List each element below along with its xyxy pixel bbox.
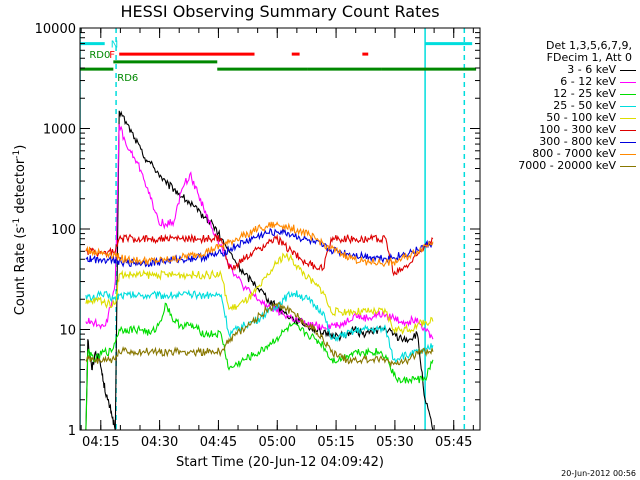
x-tick-label: 04:30 (141, 435, 178, 450)
legend-swatch (620, 93, 636, 95)
status-label-rd0: RD0 (89, 50, 110, 61)
y-axis-label-sup1: -1 (12, 218, 22, 227)
legend-swatch (620, 129, 636, 131)
plot-frame (79, 27, 481, 431)
legend-swatch (620, 165, 636, 167)
y-axis-label-mid: detector (13, 158, 28, 218)
legend-entry-label: 6 - 12 keV (560, 75, 616, 88)
legend-header-line-1: Det 1,3,5,6,7,9, (545, 39, 632, 52)
x-tick-label: 05:30 (376, 435, 413, 450)
legend-rows: 3 - 6 keV 6 - 12 keV 12 - 25 keV 25 - 50 ke… (500, 64, 638, 172)
legend-swatch (620, 69, 636, 71)
legend: Det 1,3,5,6,7,9, FDecim 1, Att 0 3 - 6 k… (500, 40, 638, 172)
x-tick-label: 05:15 (317, 435, 354, 450)
y-axis-label-main: Count Rate (s (13, 227, 28, 316)
legend-entry-label: 25 - 50 keV (553, 99, 616, 112)
legend-header-line-2: FDecim 1, Att 0 (546, 51, 632, 64)
legend-entry-label: 3 - 6 keV (567, 63, 616, 76)
legend-entry-label: 100 - 300 keV (539, 123, 616, 136)
legend-entry: 800 - 7000 keV (500, 148, 638, 160)
x-axis-label: Start Time (20-Jun-12 04:09:42) (176, 455, 384, 470)
series-line-7000-20000-kev (85, 301, 434, 368)
legend-entry: 6 - 12 keV (500, 76, 638, 88)
y-tick-label: 10 (59, 324, 76, 339)
footer-timestamp: 20-Jun-2012 00:56 (561, 469, 636, 478)
legend-swatch (620, 141, 636, 143)
x-tick-label: 04:15 (82, 435, 119, 450)
y-axis-label-sup2: -1 (12, 150, 22, 159)
y-tick-label: 10000 (35, 22, 76, 37)
y-tick-label: 1 (68, 424, 76, 439)
legend-entry-label: 800 - 7000 keV (532, 147, 616, 160)
chart-title: HESSI Observing Summary Count Rates (120, 2, 439, 21)
y-tick-label: 1000 (43, 123, 76, 138)
legend-entry-label: 7000 - 20000 keV (518, 159, 616, 172)
y-axis-label: Count Rate (s-1 detector-1) (12, 145, 28, 316)
series-line-6-12-kev (85, 124, 434, 340)
legend-entry-label: 50 - 100 keV (546, 111, 616, 124)
plot-clip-group (80, 28, 477, 430)
legend-entry: 300 - 800 keV (500, 136, 638, 148)
series-line-12-25-kev (85, 302, 434, 430)
x-tick-label: 05:45 (435, 435, 472, 450)
status-label-n: N (111, 40, 118, 51)
y-tick-label: 100 (51, 223, 76, 238)
series-line-25-50-kev (85, 289, 434, 364)
legend-entry: 7000 - 20000 keV (500, 160, 638, 172)
legend-entry: 100 - 300 keV (500, 124, 638, 136)
x-tick-label: 04:45 (200, 435, 237, 450)
legend-entry: 25 - 50 keV (500, 100, 638, 112)
series-line-3-6-kev (85, 110, 434, 430)
axes: 1 10 100 1000 10000 04:15 04:30 04:45 05:00 05:15… (35, 22, 481, 450)
series-line-800-7000-kev (85, 221, 434, 268)
legend-swatch (620, 117, 636, 119)
legend-entry-label: 300 - 800 keV (539, 135, 616, 148)
status-label-rd6: RD6 (117, 73, 138, 84)
x-tick-label: 05:00 (259, 435, 296, 450)
y-axis-label-end: ) (13, 145, 28, 150)
series-line-300-800-kev (85, 227, 434, 268)
legend-swatch (620, 105, 636, 107)
legend-entry: 3 - 6 keV (500, 64, 638, 76)
legend-entry: 50 - 100 keV (500, 112, 638, 124)
legend-swatch (620, 81, 636, 83)
legend-entry-label: 12 - 25 keV (553, 87, 616, 100)
legend-swatch (620, 153, 636, 155)
series-line-50-100-kev (85, 252, 434, 336)
legend-entry: 12 - 25 keV (500, 88, 638, 100)
status-label-f: F (109, 50, 115, 61)
series-line-100-300-kev (85, 233, 434, 277)
